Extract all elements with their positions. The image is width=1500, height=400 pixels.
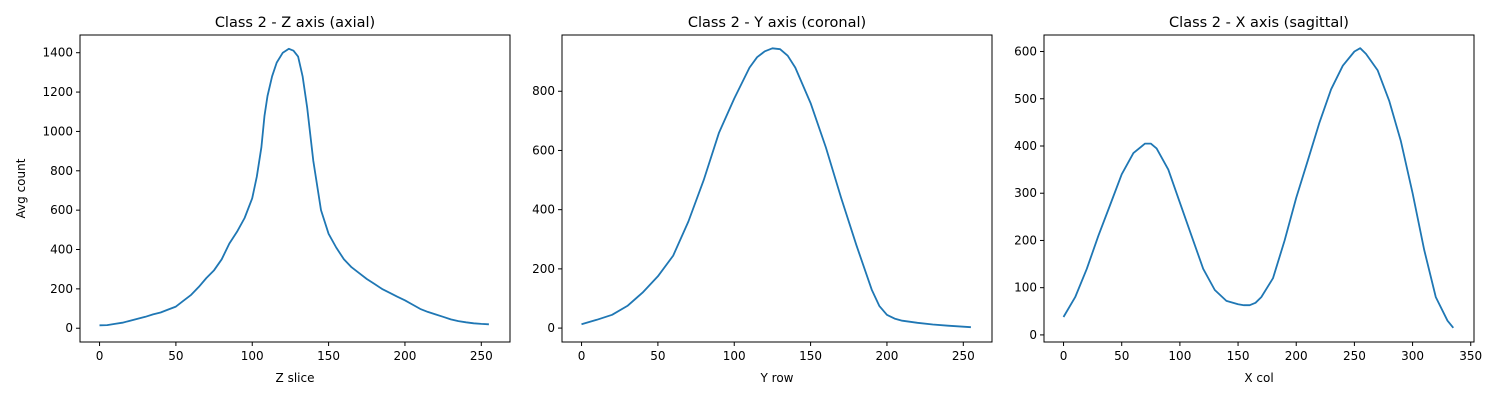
- x-tick-label: 150: [1227, 349, 1250, 363]
- y-tick-label: 1200: [42, 85, 73, 99]
- y-tick-label: 400: [532, 203, 555, 217]
- plot-frame: [1043, 34, 1475, 343]
- plot-frame: [79, 34, 511, 343]
- y-tick-label: 100: [1014, 281, 1037, 295]
- x-tick-label: 350: [1459, 349, 1482, 363]
- x-tick-label: 150: [317, 349, 340, 363]
- y-tick-label: 0: [547, 321, 555, 335]
- y-tick-label: 400: [50, 243, 73, 257]
- x-tick-label: 50: [1114, 349, 1129, 363]
- plot-frame: [561, 34, 993, 343]
- x-tick-label: 250: [952, 349, 975, 363]
- y-tick-label: 0: [1029, 328, 1037, 342]
- y-tick-label: 300: [1014, 186, 1037, 200]
- x-tick-label: 200: [875, 349, 898, 363]
- chart-panel-2: 0 50 100 150 200 250 300 350 0 100 200 300 400 500 600…: [1014, 15, 1482, 385]
- x-tick-label: 50: [168, 349, 183, 363]
- series-line-0: [1062, 47, 1454, 329]
- y-axis-label: Avg count: [14, 158, 28, 218]
- series-line-0: [99, 47, 489, 327]
- chart-title: Class 2 - X axis (sagittal): [1169, 15, 1349, 31]
- series-line-0: [581, 47, 971, 329]
- x-axis-label: X col: [1244, 371, 1273, 385]
- y-tick-label: 1400: [42, 46, 73, 60]
- chart-title: Class 2 - Z axis (axial): [215, 15, 375, 31]
- y-tick-label: 600: [532, 143, 555, 157]
- x-axis-label: Y row: [760, 371, 794, 385]
- x-tick-label: 100: [1168, 349, 1191, 363]
- x-tick-label: 150: [799, 349, 822, 363]
- chart-title: Class 2 - Y axis (coronal): [688, 15, 866, 31]
- x-tick-label: 300: [1401, 349, 1424, 363]
- chart-panel-1: 0 50 100 150 200 250 0 200 400 600 800 Class 2 - Y …: [532, 15, 993, 385]
- y-tick-label: 0: [65, 321, 73, 335]
- y-tick-label: 800: [50, 164, 73, 178]
- x-tick-label: 100: [241, 349, 264, 363]
- x-tick-label: 200: [1285, 349, 1308, 363]
- x-tick-label: 100: [723, 349, 746, 363]
- y-tick-label: 800: [532, 84, 555, 98]
- y-tick-label: 500: [1014, 92, 1037, 106]
- x-axis-label: Z slice: [276, 371, 315, 385]
- y-tick-label: 200: [532, 262, 555, 276]
- y-tick-label: 600: [1014, 45, 1037, 59]
- x-tick-label: 0: [578, 349, 586, 363]
- y-tick-label: 200: [1014, 233, 1037, 247]
- y-tick-label: 400: [1014, 139, 1037, 153]
- y-tick-label: 200: [50, 282, 73, 296]
- x-tick-label: 0: [1060, 349, 1068, 363]
- x-tick-label: 200: [393, 349, 416, 363]
- x-tick-label: 250: [470, 349, 493, 363]
- x-tick-label: 0: [96, 349, 104, 363]
- x-tick-label: 50: [650, 349, 665, 363]
- y-tick-label: 600: [50, 203, 73, 217]
- y-tick-label: 1000: [42, 124, 73, 138]
- chart-panel-0: 0 50 100 150 200 250 0 200 400 600 800 1000 1200 1400…: [14, 15, 511, 385]
- x-tick-label: 250: [1343, 349, 1366, 363]
